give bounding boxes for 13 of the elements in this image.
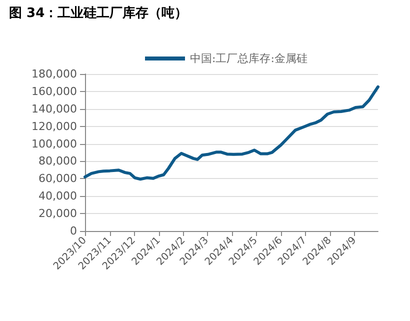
y-tick-label: 80,000 <box>38 154 77 168</box>
y-tick-label: 20,000 <box>38 207 77 220</box>
y-tick-label: 40,000 <box>38 190 77 203</box>
y-tick-label: 180,000 <box>32 68 77 80</box>
y-tick-label: 0 <box>70 224 77 238</box>
line-series <box>84 85 380 181</box>
y-tick-label: 120,000 <box>32 120 77 133</box>
y-tick-label: 140,000 <box>32 102 77 116</box>
y-tick-label: 160,000 <box>32 84 77 98</box>
chart-title: 图 34：工业硅工厂库存（吨） <box>9 5 188 21</box>
y-tick-label: 60,000 <box>38 172 77 186</box>
y-tick-label: 100,000 <box>32 137 77 150</box>
legend-label: 中国:工厂总库存:金属硅 <box>190 52 308 65</box>
